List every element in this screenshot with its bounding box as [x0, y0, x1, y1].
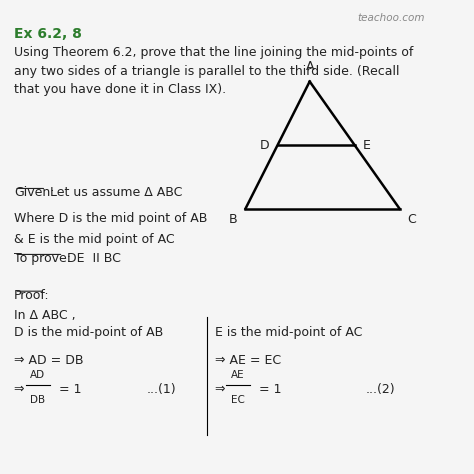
Text: ⇒: ⇒: [14, 383, 29, 396]
Text: Ex 6.2, 8: Ex 6.2, 8: [14, 27, 82, 41]
Text: ⇒ AE = EC: ⇒ AE = EC: [216, 354, 282, 367]
Text: B: B: [229, 213, 238, 226]
Text: Given:: Given:: [14, 186, 55, 199]
Text: ...(2): ...(2): [365, 383, 395, 396]
Text: E is the mid-point of AC: E is the mid-point of AC: [216, 326, 363, 338]
Text: ⇒: ⇒: [216, 383, 230, 396]
Text: = 1: = 1: [255, 383, 282, 396]
Text: E: E: [362, 138, 370, 152]
Text: Let us assume Δ ABC: Let us assume Δ ABC: [46, 186, 182, 199]
Text: DE  II BC: DE II BC: [64, 252, 121, 265]
Text: Using Theorem 6.2, prove that the line joining the mid-points of
any two sides o: Using Theorem 6.2, prove that the line j…: [14, 46, 414, 96]
Text: teachoo.com: teachoo.com: [358, 13, 425, 23]
Text: Where D is the mid point of AB: Where D is the mid point of AB: [14, 212, 208, 225]
Text: Proof:: Proof:: [14, 289, 50, 302]
Text: In Δ ABC ,: In Δ ABC ,: [14, 309, 76, 322]
Text: C: C: [407, 213, 416, 226]
Text: & E is the mid point of AC: & E is the mid point of AC: [14, 233, 175, 246]
Text: AE: AE: [231, 370, 245, 380]
Text: DB: DB: [30, 394, 46, 405]
Text: D: D: [260, 138, 270, 152]
Text: ...(1): ...(1): [147, 383, 177, 396]
Text: AD: AD: [30, 370, 46, 380]
Text: A: A: [305, 60, 314, 73]
Text: = 1: = 1: [55, 383, 82, 396]
Text: EC: EC: [231, 394, 245, 405]
Text: ⇒ AD = DB: ⇒ AD = DB: [14, 354, 84, 367]
Text: D is the mid-point of AB: D is the mid-point of AB: [14, 326, 164, 338]
Text: To prove:: To prove:: [14, 252, 71, 265]
